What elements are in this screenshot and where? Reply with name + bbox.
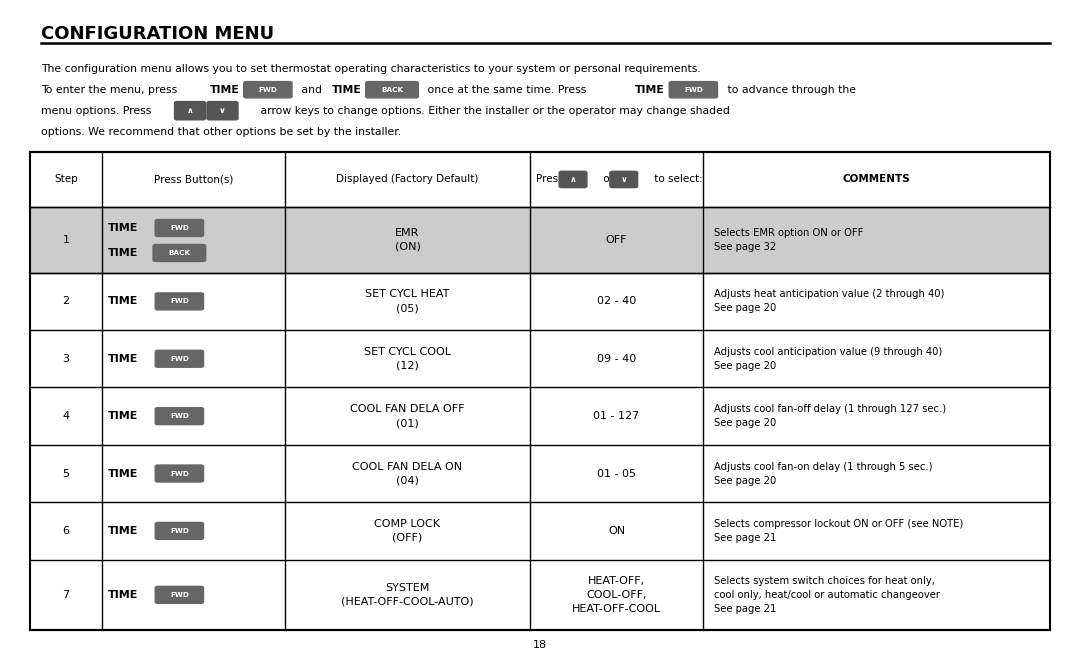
- Text: CONFIGURATION MENU: CONFIGURATION MENU: [41, 25, 274, 43]
- Text: TIME: TIME: [210, 84, 240, 95]
- Text: Selects system switch choices for heat only,
cool only, heat/cool or automatic c: Selects system switch choices for heat o…: [714, 576, 940, 614]
- Text: 2: 2: [63, 296, 69, 307]
- FancyBboxPatch shape: [154, 350, 204, 368]
- Text: Selects compressor lockout ON or OFF (see NOTE)
See page 21: Selects compressor lockout ON or OFF (se…: [714, 519, 963, 543]
- Text: TIME: TIME: [108, 590, 138, 600]
- Text: FWD: FWD: [684, 86, 703, 93]
- Text: SET CYCL COOL
(12): SET CYCL COOL (12): [364, 346, 451, 371]
- Text: FWD: FWD: [170, 470, 189, 477]
- Text: Adjusts cool fan-on delay (1 through 5 sec.)
See page 20: Adjusts cool fan-on delay (1 through 5 s…: [714, 462, 932, 485]
- Text: or: or: [600, 174, 618, 185]
- Text: 3: 3: [63, 354, 69, 364]
- Text: 4: 4: [63, 411, 69, 421]
- Text: TIME: TIME: [108, 248, 138, 258]
- Text: OFF: OFF: [606, 235, 627, 245]
- Text: ∧: ∧: [187, 106, 193, 115]
- Text: FWD: FWD: [170, 528, 189, 534]
- FancyBboxPatch shape: [154, 407, 204, 425]
- Text: To enter the menu, press: To enter the menu, press: [41, 84, 180, 95]
- FancyBboxPatch shape: [152, 244, 206, 262]
- Text: 7: 7: [63, 590, 69, 600]
- FancyBboxPatch shape: [365, 81, 419, 98]
- Bar: [30, 207, 1050, 272]
- Text: ∧: ∧: [569, 175, 577, 184]
- Text: ∨: ∨: [620, 175, 627, 184]
- Text: COMP LOCK
(OFF): COMP LOCK (OFF): [375, 519, 441, 543]
- Text: TIME: TIME: [108, 526, 138, 536]
- Text: 01 - 05: 01 - 05: [597, 468, 636, 479]
- Text: TIME: TIME: [108, 223, 138, 233]
- Text: once at the same time. Press: once at the same time. Press: [424, 84, 591, 95]
- Text: COOL FAN DELA ON
(04): COOL FAN DELA ON (04): [352, 462, 462, 485]
- Text: 5: 5: [63, 468, 69, 479]
- Text: TIME: TIME: [635, 84, 665, 95]
- Text: The configuration menu allows you to set thermostat operating characteristics to: The configuration menu allows you to set…: [41, 64, 701, 74]
- Bar: [30, 152, 1050, 630]
- Text: menu options. Press: menu options. Press: [41, 105, 154, 116]
- Text: options. We recommend that other options be set by the installer.: options. We recommend that other options…: [41, 126, 401, 137]
- Text: COOL FAN DELA OFF
(01): COOL FAN DELA OFF (01): [350, 404, 464, 428]
- FancyBboxPatch shape: [206, 101, 239, 121]
- Text: COMMENTS: COMMENTS: [842, 174, 910, 185]
- FancyBboxPatch shape: [174, 101, 206, 121]
- Text: BACK: BACK: [168, 250, 190, 256]
- Text: Selects EMR option ON or OFF
See page 32: Selects EMR option ON or OFF See page 32: [714, 228, 863, 252]
- Text: 1: 1: [63, 235, 69, 245]
- Text: FWD: FWD: [170, 299, 189, 305]
- Text: 01 - 127: 01 - 127: [593, 411, 639, 421]
- Text: to advance through the: to advance through the: [724, 84, 855, 95]
- FancyBboxPatch shape: [154, 586, 204, 604]
- Text: Adjusts cool anticipation value (9 through 40)
See page 20: Adjusts cool anticipation value (9 throu…: [714, 346, 942, 371]
- FancyBboxPatch shape: [154, 292, 204, 310]
- Text: 18: 18: [532, 640, 548, 650]
- Text: BACK: BACK: [381, 86, 403, 93]
- Text: Press: Press: [537, 174, 567, 185]
- Text: TIME: TIME: [108, 411, 138, 421]
- Text: FWD: FWD: [170, 413, 189, 419]
- Text: FWD: FWD: [170, 225, 189, 231]
- Text: Step: Step: [54, 174, 78, 185]
- Text: 6: 6: [63, 526, 69, 536]
- Text: 09 - 40: 09 - 40: [597, 354, 636, 364]
- Text: arrow keys to change options. Either the installer or the operator may change sh: arrow keys to change options. Either the…: [257, 105, 730, 116]
- Text: ∨: ∨: [219, 106, 226, 115]
- FancyBboxPatch shape: [609, 170, 638, 188]
- FancyBboxPatch shape: [154, 522, 204, 540]
- Text: SET CYCL HEAT
(05): SET CYCL HEAT (05): [365, 290, 449, 313]
- FancyBboxPatch shape: [243, 81, 293, 98]
- Text: Adjusts cool fan-off delay (1 through 127 sec.)
See page 20: Adjusts cool fan-off delay (1 through 12…: [714, 404, 946, 428]
- Text: Adjusts heat anticipation value (2 through 40)
See page 20: Adjusts heat anticipation value (2 throu…: [714, 290, 944, 313]
- Text: and: and: [298, 84, 325, 95]
- Text: 02 - 40: 02 - 40: [597, 296, 636, 307]
- FancyBboxPatch shape: [558, 170, 588, 188]
- Text: ON: ON: [608, 526, 625, 536]
- Text: FWD: FWD: [170, 356, 189, 362]
- Text: TIME: TIME: [332, 84, 362, 95]
- Text: HEAT-OFF,
COOL-OFF,
HEAT-OFF-COOL: HEAT-OFF, COOL-OFF, HEAT-OFF-COOL: [572, 576, 661, 614]
- Text: SYSTEM
(HEAT-OFF-COOL-AUTO): SYSTEM (HEAT-OFF-COOL-AUTO): [341, 583, 474, 607]
- Text: TIME: TIME: [108, 354, 138, 364]
- FancyBboxPatch shape: [669, 81, 718, 98]
- FancyBboxPatch shape: [154, 464, 204, 483]
- Text: TIME: TIME: [108, 468, 138, 479]
- Text: to select:: to select:: [651, 174, 702, 185]
- Text: FWD: FWD: [170, 592, 189, 598]
- Text: FWD: FWD: [258, 86, 278, 93]
- Text: EMR
(ON): EMR (ON): [394, 228, 420, 252]
- Text: TIME: TIME: [108, 296, 138, 307]
- FancyBboxPatch shape: [154, 219, 204, 237]
- Text: Press Button(s): Press Button(s): [153, 174, 233, 185]
- Text: Displayed (Factory Default): Displayed (Factory Default): [336, 174, 478, 185]
